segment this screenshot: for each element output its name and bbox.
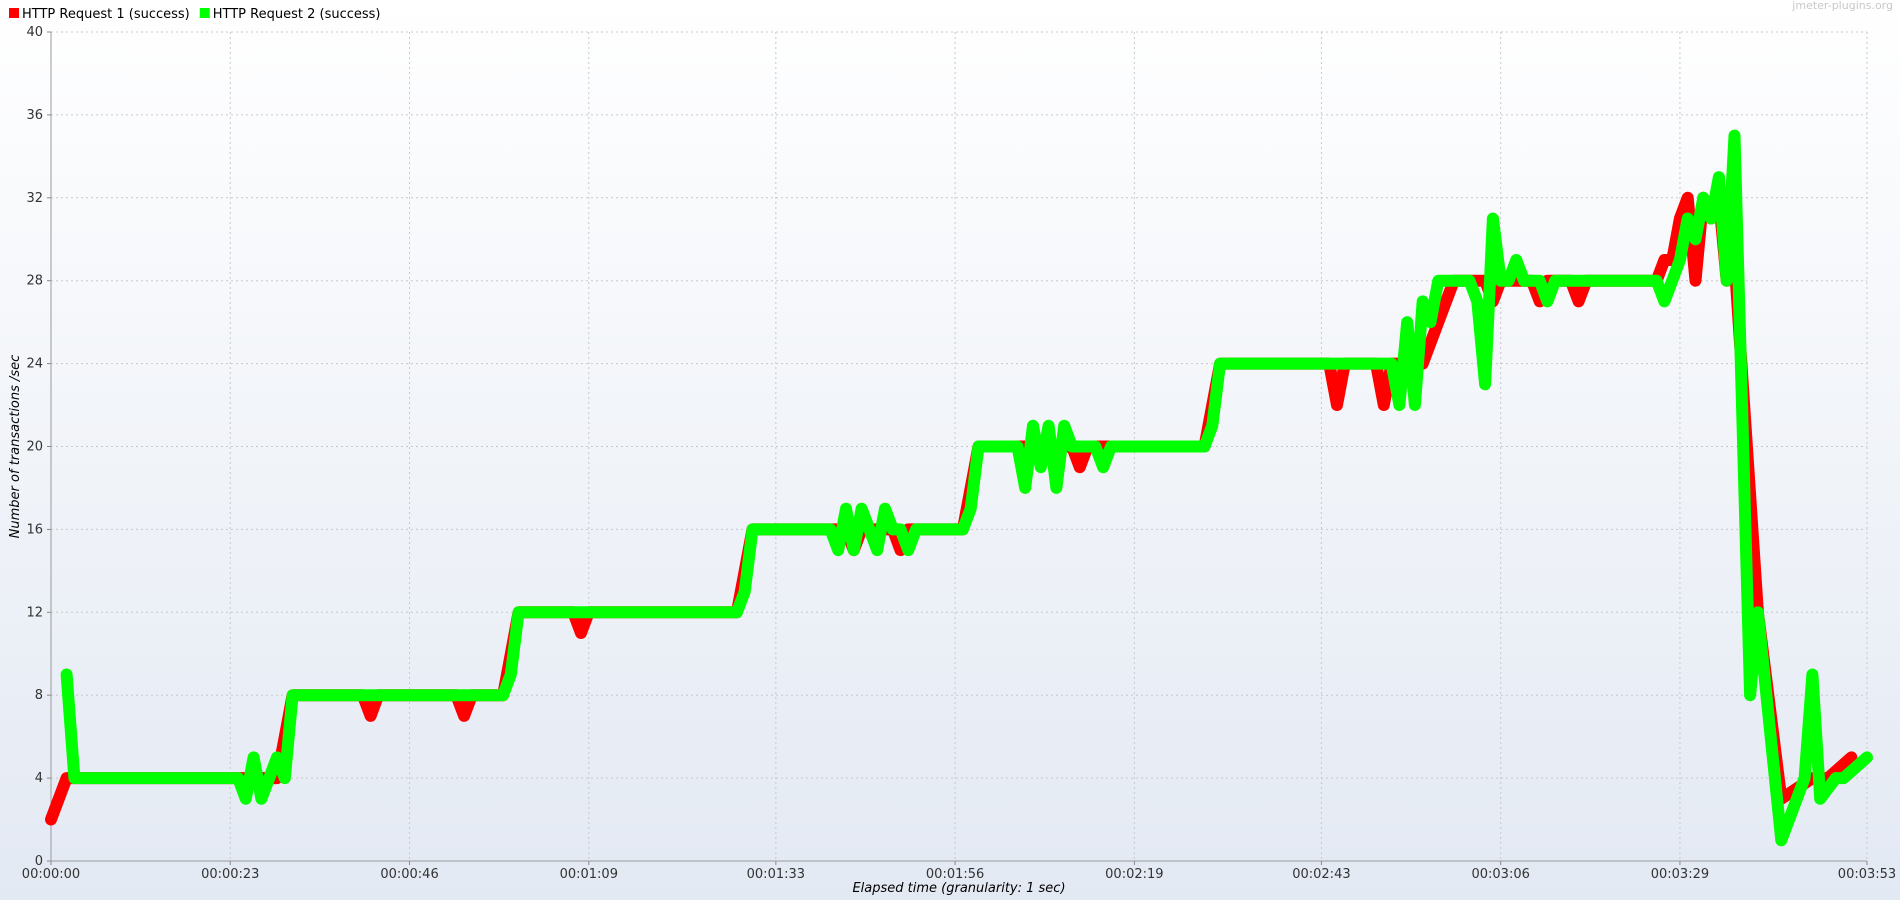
x-tick-label: 00:02:43	[1292, 867, 1350, 882]
y-tick-label: 12	[26, 605, 43, 620]
y-tick-label: 20	[26, 440, 43, 455]
y-tick-label: 32	[26, 191, 43, 206]
x-tick-label: 00:00:23	[201, 867, 259, 882]
y-tick-label: 28	[26, 274, 43, 289]
y-tick-label: 8	[35, 688, 43, 703]
x-tick-label: 00:03:53	[1838, 867, 1896, 882]
x-axis-label: Elapsed time (granularity: 1 sec)	[852, 881, 1065, 896]
series-layer	[45, 129, 1873, 847]
watermark: jmeter-plugins.org	[1791, 0, 1893, 12]
y-tick-label: 16	[26, 522, 43, 537]
y-tick-label: 40	[26, 25, 43, 40]
y-tick-label: 0	[35, 854, 43, 869]
y-tick-label: 36	[26, 108, 43, 123]
gridlines	[51, 31, 1868, 861]
axes	[47, 31, 1868, 865]
y-tick-label: 4	[35, 771, 43, 786]
legend: HTTP Request 1 (success) HTTP Request 2 (…	[9, 7, 381, 22]
x-tick-label: 00:02:19	[1105, 867, 1163, 882]
legend-swatch-2	[199, 8, 210, 18]
series-line-1	[45, 191, 1858, 826]
x-tick-label: 00:00:46	[380, 867, 438, 882]
legend-label-2: HTTP Request 2 (success)	[213, 7, 381, 22]
plot-area	[51, 32, 1867, 861]
tick-labels: 0 4 8 12 16 20 24 28 32 36 40 00:00:00 00:00:23 00:00…	[22, 25, 1896, 882]
y-tick-label: 24	[26, 357, 43, 372]
x-tick-label: 00:03:29	[1651, 867, 1709, 882]
series-line-2	[60, 129, 1873, 847]
x-tick-label: 00:01:33	[747, 867, 805, 882]
legend-swatch-1	[9, 8, 19, 18]
x-tick-label: 00:01:09	[560, 867, 618, 882]
y-axis-label: Number of transactions /sec	[8, 355, 23, 539]
legend-label-1: HTTP Request 1 (success)	[22, 7, 190, 22]
x-tick-label: 00:00:00	[22, 867, 80, 882]
x-tick-label: 00:03:06	[1471, 867, 1529, 882]
x-tick-label: 00:01:56	[926, 867, 984, 882]
